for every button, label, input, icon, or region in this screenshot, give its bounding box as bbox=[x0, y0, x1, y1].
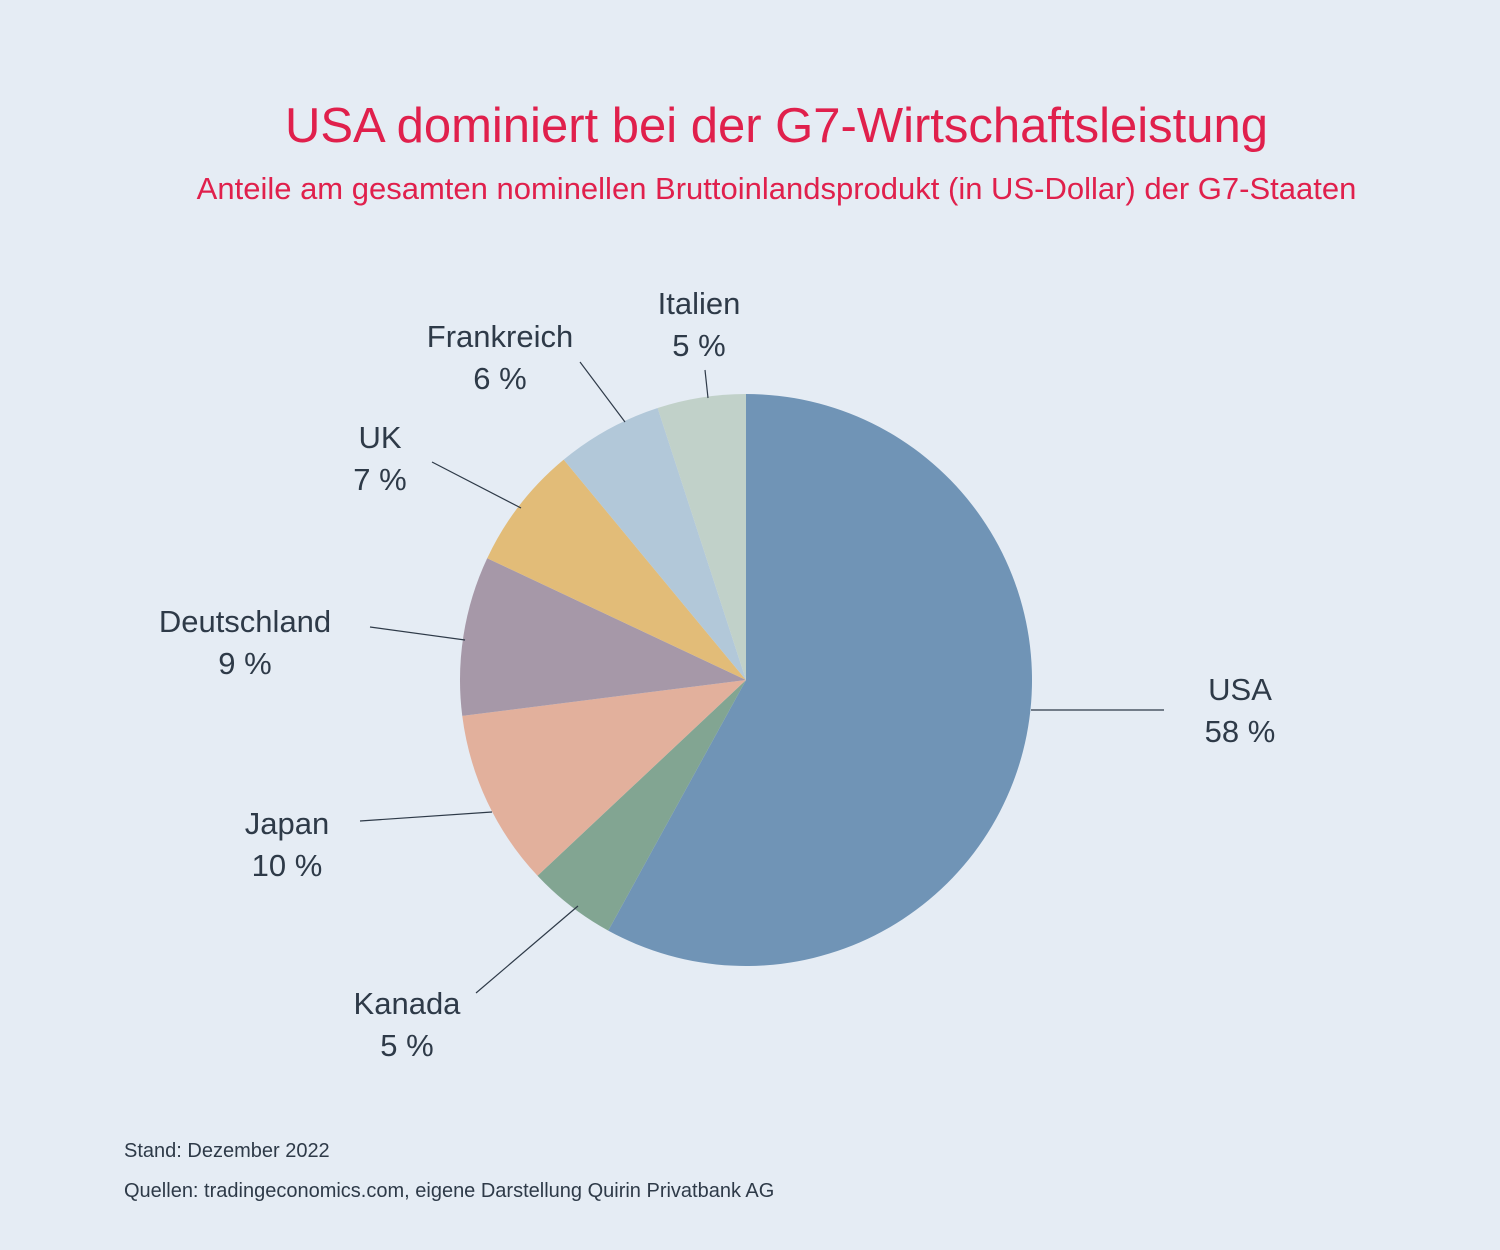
leader-lines bbox=[359, 361, 1164, 994]
leader-line-japan bbox=[359, 811, 493, 822]
pie-slice-italien bbox=[657, 394, 746, 680]
leader-line-uk bbox=[431, 461, 522, 509]
chart-title: USA dominiert bei der G7-Wirtschaftsleis… bbox=[284, 99, 1269, 153]
footer-date: Stand: Dezember 2022 bbox=[124, 1140, 330, 1162]
pie-slices bbox=[460, 394, 1033, 967]
leader-line-deutschland bbox=[369, 626, 466, 641]
slice-label-name-frankreich: Frankreich bbox=[427, 319, 573, 354]
slice-label-value-japan: 10 % bbox=[252, 848, 323, 883]
slice-label-name-deutschland: Deutschland bbox=[159, 604, 331, 639]
slice-label-name-usa: USA bbox=[1208, 672, 1272, 707]
pie-slice-frankreich bbox=[563, 408, 746, 680]
slice-label-name-uk: UK bbox=[358, 420, 401, 455]
leader-line-kanada bbox=[475, 905, 579, 994]
leader-line-italien bbox=[704, 369, 709, 399]
footer-sources: Quellen: tradingeconomics.com, eigene Da… bbox=[124, 1180, 775, 1202]
slice-label-name-italien: Italien bbox=[658, 286, 741, 321]
slice-label-value-frankreich: 6 % bbox=[473, 361, 526, 396]
pie-slice-japan bbox=[462, 680, 746, 876]
slice-label-value-kanada: 5 % bbox=[380, 1028, 433, 1063]
slice-label-value-uk: 7 % bbox=[353, 462, 406, 497]
pie-slice-deutschland bbox=[460, 558, 746, 716]
slice-label-name-japan: Japan bbox=[245, 806, 329, 841]
slice-label-name-kanada: Kanada bbox=[354, 986, 462, 1021]
leader-line-frankreich bbox=[579, 361, 626, 423]
slice-label-value-deutschland: 9 % bbox=[218, 646, 271, 681]
pie-slice-uk bbox=[487, 459, 746, 680]
pie-slice-usa bbox=[608, 394, 1033, 967]
slice-labels: USA 58 % Kanada 5 % Japan 10 % Deutschland 9 % U… bbox=[159, 286, 1276, 1063]
slice-label-value-italien: 5 % bbox=[672, 328, 725, 363]
pie-slice-kanada bbox=[537, 680, 746, 931]
slice-label-value-usa: 58 % bbox=[1205, 714, 1276, 749]
chart-subtitle: Anteile am gesamten nominellen Bruttoinl… bbox=[196, 171, 1357, 206]
